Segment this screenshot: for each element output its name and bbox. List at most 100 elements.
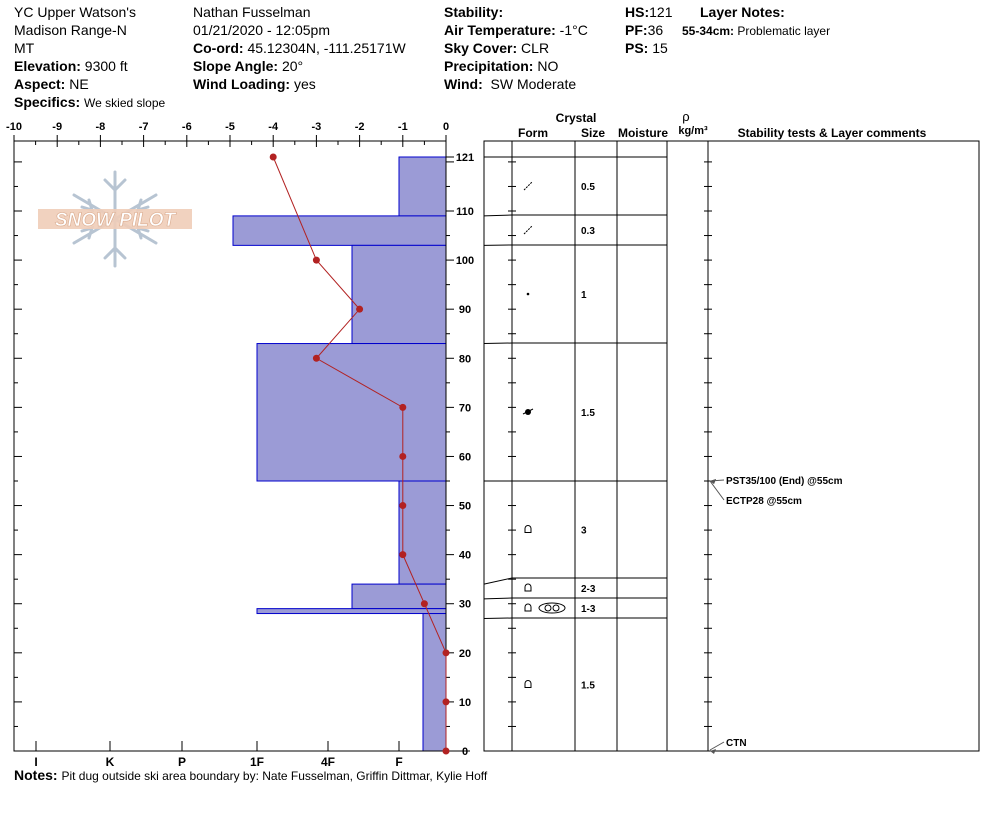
temp-tick-label: -6 (182, 121, 192, 133)
air-temperature: Air Temperature: -1°C (444, 22, 588, 38)
moisture-header: Moisture (618, 126, 668, 140)
snowpilot-logo: SNOW PILOT (38, 170, 192, 268)
aspect: Aspect: NE (14, 76, 89, 92)
stability-header: Stability tests & Layer comments (738, 126, 927, 140)
layer-connector (483, 577, 513, 585)
layer-table-frame (483, 140, 980, 752)
temp-tick-label: -4 (268, 121, 279, 133)
temperature-point (399, 403, 407, 411)
mixed-rounded-icon (522, 408, 534, 415)
temp-tick-label: -7 (139, 121, 149, 133)
temperature-point (399, 452, 407, 460)
stability-test: ECTP28 @55cm (726, 496, 802, 507)
crystal-header: Crystal (556, 111, 597, 125)
crystal-size: 1.5 (581, 681, 595, 692)
hardness-bar (422, 613, 447, 752)
pf: PF:36 (625, 22, 664, 38)
crystal-size: 2-3 (581, 584, 596, 595)
form-header: Form (518, 126, 548, 140)
layer-notes-label: Layer Notes: (700, 4, 785, 20)
hardness-label: 1F (250, 755, 264, 769)
state-name: MT (14, 40, 35, 56)
stability: Stability: (444, 4, 504, 20)
ps: PS: 15 (625, 40, 668, 56)
stability-test: CTN (726, 738, 747, 749)
range-name: Madison Range-N (14, 22, 127, 38)
crystal-size: 0.3 (581, 226, 595, 237)
crystal-size: 1-3 (581, 604, 596, 615)
size-header: Size (581, 126, 605, 140)
coordinates: Co-ord: 45.12304N, -111.25171W (193, 40, 406, 56)
depth-tick-label: 50 (459, 501, 471, 513)
hardness-bar (351, 244, 447, 345)
faceted-icon (524, 525, 532, 533)
depth-tick-label: 70 (459, 402, 471, 414)
faceted-icon (524, 680, 532, 688)
depth-tick-label: 60 (459, 451, 471, 463)
stability-arrow-icon (710, 479, 716, 484)
hardness-bar (398, 480, 447, 585)
crystal-size: 3 (581, 526, 587, 537)
hardness-label: K (106, 755, 115, 769)
temperature-point (442, 698, 450, 706)
temperature-point (442, 747, 450, 755)
hs: HS:121 (625, 4, 673, 20)
location-name: YC Upper Watson's (14, 4, 136, 20)
temperature-point (312, 256, 320, 264)
temp-tick-label: -10 (6, 121, 22, 133)
depth-tick-label: 90 (459, 304, 471, 316)
faceted-icon (524, 583, 532, 592)
layer-connector (483, 214, 513, 217)
depth-hoar-icon (538, 602, 566, 614)
temperature-line (272, 156, 447, 751)
datetime: 01/21/2020 - 12:05pm (193, 22, 330, 38)
layer-connector (483, 597, 513, 600)
specifics: Specifics: We skied slope (14, 94, 166, 110)
hardness-label: P (178, 755, 186, 769)
crystal-size: 0.5 (581, 182, 595, 193)
sky-cover: Sky Cover: CLR (444, 40, 550, 56)
hardness-label: F (395, 755, 402, 769)
slope-angle: Slope Angle: 20° (193, 58, 304, 74)
temperature-point (399, 551, 407, 559)
wind: Wind: SW Moderate (444, 76, 577, 92)
temp-tick-label: 0 (443, 121, 449, 133)
notes: Notes: Pit dug outside ski area boundary… (14, 767, 488, 783)
temp-tick-label: -3 (312, 121, 322, 133)
temperature-point (442, 649, 450, 657)
depth-tick-label: 110 (456, 206, 474, 218)
layer-connector (483, 342, 513, 345)
crystal-size: 1.5 (581, 408, 595, 419)
precipitation: Precipitation: NO (444, 58, 559, 74)
stability-arrow-icon (710, 749, 716, 754)
depth-tick-label: 0 (462, 746, 468, 758)
temp-tick-label: -2 (355, 121, 365, 133)
temperature-point (356, 305, 364, 313)
logo-text: SNOW PILOT (55, 210, 177, 231)
stability-pointer (709, 480, 725, 501)
density-unit: kg/m³ (678, 125, 708, 137)
depth-tick-label: 80 (459, 353, 471, 365)
temperature-point (399, 502, 407, 510)
hardness-bar (398, 156, 447, 217)
temperature-point (269, 153, 277, 161)
temp-tick-label: -5 (225, 121, 235, 133)
depth-tick-label: 40 (459, 550, 471, 562)
temp-tick-label: -8 (96, 121, 106, 133)
stability-test: PST35/100 (End) @55cm (726, 476, 843, 487)
hardness-label: I (34, 755, 37, 769)
elevation: Elevation: 9300 ft (14, 58, 128, 74)
depth-tick-label: 100 (456, 255, 474, 267)
depth-tick-label: 10 (459, 697, 471, 709)
depth-hoar-icon (544, 604, 552, 612)
depth-tick-label: 30 (459, 599, 471, 611)
temperature-point (312, 354, 320, 362)
temp-tick-label: -1 (398, 121, 408, 133)
stability-pointer (709, 741, 725, 751)
faceted-icon (524, 603, 532, 612)
hardness-bar (256, 608, 447, 615)
hardness-bar (232, 215, 447, 246)
observer: Nathan Fusselman (193, 4, 311, 20)
hardness-bar (351, 583, 447, 610)
hardness-bar (256, 343, 447, 482)
